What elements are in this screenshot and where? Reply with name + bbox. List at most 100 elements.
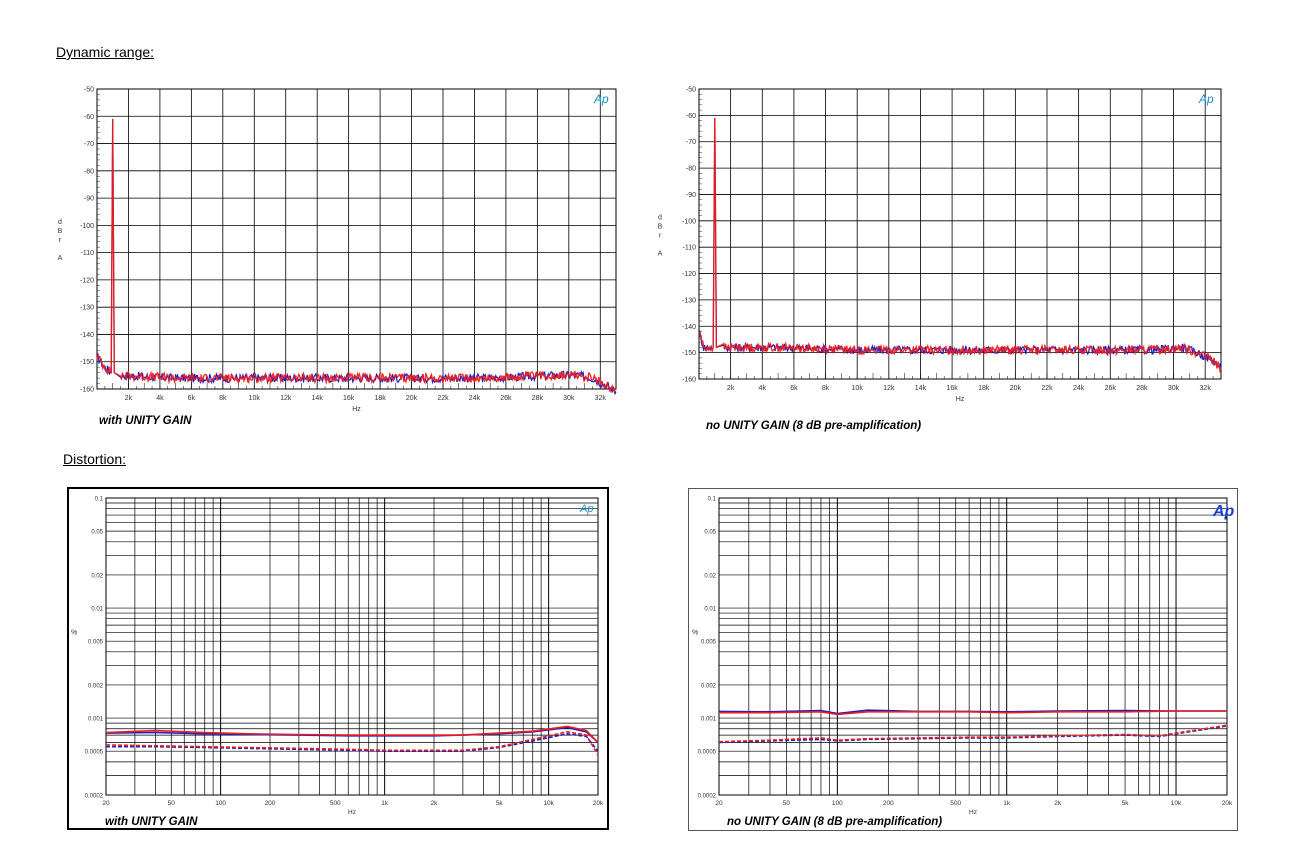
x-tick-label: 22k [437,395,449,402]
y-tick-label: 0.001 [701,717,717,723]
y-tick-label: 0.0002 [85,794,104,800]
x-tick-label: 18k [978,385,990,392]
x-tick-label: 24k [1073,385,1085,392]
x-tick-label: 100 [215,800,226,807]
y-tick-label: -140 [682,324,696,331]
x-tick-label: 16k [946,385,958,392]
x-tick-label: 26k [500,395,512,402]
y-axis-label: % [71,630,77,637]
y-axis-label: B [58,228,63,235]
thd-unity-frame [67,487,609,830]
y-tick-label: -90 [84,196,94,203]
y-tick-label: 0.002 [88,683,104,689]
x-tick-label: 2k [125,395,133,402]
y-tick-label: 0.0002 [698,794,717,800]
y-tick-label: -80 [686,166,696,173]
y-tick-label: 0.05 [91,530,103,536]
x-tick-label: 6k [790,385,798,392]
x-tick-label: 16k [343,395,355,402]
x-tick-label: 4k [759,385,767,392]
dynamic-range-heading: Dynamic range: [56,44,155,60]
y-tick-label: -70 [84,141,94,148]
y-tick-label: 0.01 [91,607,103,613]
x-axis-label: Hz [969,809,977,816]
y-tick-label: -60 [686,113,696,120]
series-line-blue [96,118,617,396]
x-tick-label: 1k [1003,800,1011,807]
x-tick-label: 24k [469,395,481,402]
distortion-unity-chart: 20 50 100 200 500 1k 2k 5k 10k 20k 0.1 0.05 0.02 0.01… [71,497,604,817]
ap-logo: Ap [579,503,593,515]
y-tick-label: 0.05 [704,530,716,536]
x-tick-label: 2k [1054,800,1062,807]
series-line-blue [698,117,1222,369]
y-tick-label: 0.0005 [85,750,104,756]
y-tick-label: -60 [84,114,94,121]
plot-border [96,88,617,390]
distortion-heading: Distortion: [63,451,127,467]
y-axis-label: d [58,219,62,226]
x-tick-label: 20k [593,800,604,807]
y-tick-label: -110 [81,250,95,257]
y-axis-label: % [692,630,698,637]
x-tick-label: 200 [265,800,276,807]
y-tick-label: 0.001 [88,717,104,723]
x-tick-label: 10k [1171,800,1182,807]
dr-nounity-caption: no UNITY GAIN (8 dB pre-amplification) [706,420,922,432]
y-tick-label: -100 [682,218,696,225]
y-tick-label: -120 [682,271,696,278]
y-tick-label: -130 [80,305,94,312]
x-tick-label: 32k [595,395,607,402]
x-axis-label: Hz [956,396,965,403]
y-tick-label: -150 [80,359,94,366]
x-tick-label: 50 [783,800,791,807]
x-tick-label: 500 [330,800,341,807]
y-tick-label: -120 [80,277,94,284]
y-axis-label: r [59,237,62,244]
plot-border [698,88,1222,380]
solid-series-line-red [105,725,599,744]
x-tick-label: 12k [883,385,895,392]
distortion-no-unity-chart: 20 50 100 200 500 1k 2k 5k 10k 20k 0.1 0.05 0.02 0.01… [692,497,1235,817]
plot-border [718,497,1228,796]
x-tick-label: 30k [563,395,575,402]
y-tick-label: -90 [686,192,696,199]
dr-unity-caption: with UNITY GAIN [99,415,192,427]
dynamic-range-no-unity-chart: 2k 4k 6k 8k 10k 12k 14k 16k 18k 20k 22k 24k 26k 28k 30… [658,87,1222,403]
y-tick-label: -70 [686,139,696,146]
y-tick-label: -100 [80,223,94,230]
ap-logo: Ap [1212,503,1235,520]
x-tick-label: 32k [1200,385,1212,392]
x-tick-label: 200 [883,800,894,807]
y-tick-label: 0.02 [91,573,103,579]
x-tick-label: 18k [374,395,386,402]
x-tick-label: 10k [543,800,554,807]
y-tick-label: 0.005 [701,640,717,646]
x-tick-label: 26k [1105,385,1117,392]
dashed-series-line-blue [106,732,599,753]
x-tick-label: 2k [727,385,735,392]
y-tick-label: 0.002 [701,683,717,689]
x-tick-label: 28k [532,395,544,402]
y-tick-label: -150 [682,350,696,357]
y-tick-label: 0.1 [95,497,104,503]
x-tick-label: 4k [156,395,164,402]
x-tick-label: 14k [915,385,927,392]
y-tick-label: 0.01 [704,607,716,613]
x-tick-label: 2k [431,800,439,807]
y-tick-label: 0.0005 [698,750,717,756]
thd-nounity-caption: no UNITY GAIN (8 dB pre-amplification) [727,816,943,828]
y-axis-label: A [658,251,663,258]
ap-logo: Ap [1198,92,1214,106]
series-line-red [698,117,1222,374]
x-axis-label: Hz [348,809,356,816]
y-axis-label: r [659,233,662,240]
y-tick-label: -130 [682,297,696,304]
y-tick-label: 0.02 [704,573,716,579]
ap-logo: Ap [593,92,609,106]
y-axis-label: A [58,255,63,262]
thd-unity-caption: with UNITY GAIN [105,816,198,828]
x-tick-label: 8k [822,385,830,392]
x-tick-label: 10k [249,395,261,402]
x-tick-label: 8k [219,395,227,402]
